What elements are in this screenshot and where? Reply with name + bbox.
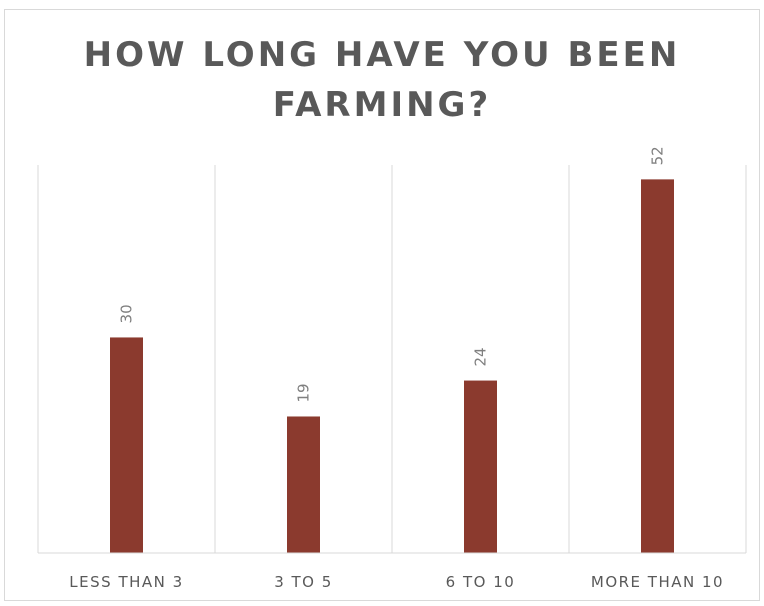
bar <box>287 416 320 553</box>
bar <box>464 380 497 553</box>
x-tick-label: LESS THAN 3 <box>69 573 183 591</box>
x-tick-label: 3 TO 5 <box>274 573 333 591</box>
data-label: 19 <box>295 383 313 402</box>
bar <box>110 337 143 553</box>
grid-layer <box>37 165 747 553</box>
data-label: 52 <box>649 146 667 165</box>
data-label: 24 <box>472 347 490 366</box>
bar-layer <box>110 179 674 554</box>
x-tick-label: MORE THAN 10 <box>591 573 724 591</box>
x-tick-label: 6 TO 10 <box>446 573 516 591</box>
data-label: 30 <box>118 304 136 323</box>
label-layer: 30 LESS THAN 3 19 3 TO 5 24 6 TO 10 52 MORE THA… <box>69 146 724 591</box>
chart-title: HOW LONG HAVE YOU BEEN FARMING? <box>83 35 681 125</box>
bar <box>641 179 674 554</box>
